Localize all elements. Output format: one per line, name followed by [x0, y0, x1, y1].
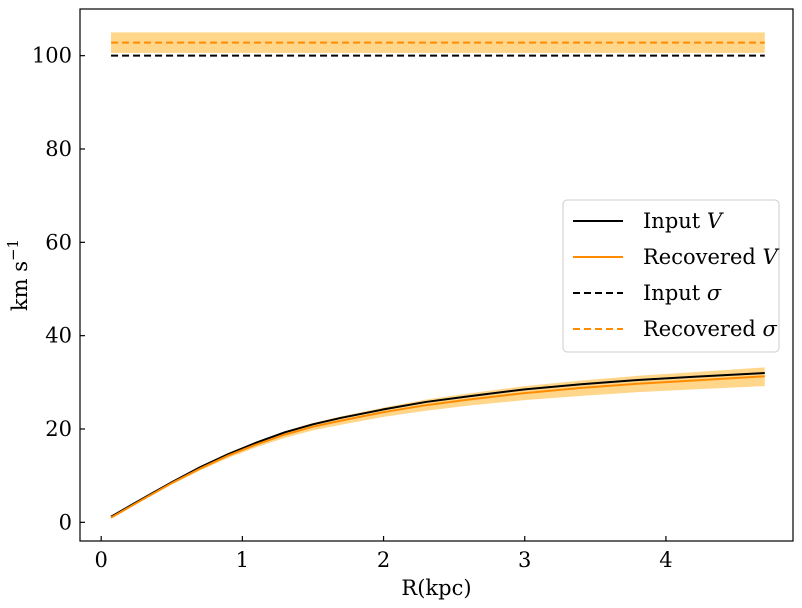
x-tick-label: 1 — [236, 548, 249, 572]
x-axis-ticks: 0 1 2 3 4 — [94, 536, 673, 572]
confidence-bands — [111, 32, 765, 519]
series-lines — [110, 41, 765, 519]
y-axis-label-superscript: −1 — [4, 239, 22, 261]
legend-label: Recovered V — [643, 245, 780, 269]
legend-label: Recovered σ — [643, 317, 778, 341]
y-tick-label: 40 — [45, 324, 72, 348]
plot-frame — [79, 8, 794, 542]
legend-box — [562, 199, 780, 353]
y-tick-label: 100 — [32, 44, 72, 68]
series-line-0 — [110, 372, 765, 518]
y-axis-label-text: km s — [8, 261, 32, 311]
band-1 — [111, 367, 765, 519]
y-tick-label: 20 — [45, 417, 72, 441]
x-tick-label: 3 — [518, 548, 531, 572]
x-tick-label: 0 — [94, 548, 107, 572]
x-tick-label: 4 — [659, 548, 672, 572]
y-tick-label: 60 — [45, 230, 72, 254]
x-tick-label: 2 — [377, 548, 390, 572]
legend-label: Input V — [643, 209, 724, 233]
y-axis-ticks: 0 20 40 60 80 100 — [32, 44, 85, 534]
y-tick-label: 0 — [59, 510, 72, 534]
x-axis-label: R(kpc) — [401, 576, 471, 600]
band-3 — [111, 32, 765, 53]
legend-label: Input σ — [643, 281, 722, 305]
series-line-1 — [110, 375, 765, 519]
y-tick-label: 80 — [45, 137, 72, 161]
y-axis-label: km s−1 — [4, 239, 32, 311]
legend: Input V Recovered V Input σ Recovered σ — [562, 199, 780, 353]
